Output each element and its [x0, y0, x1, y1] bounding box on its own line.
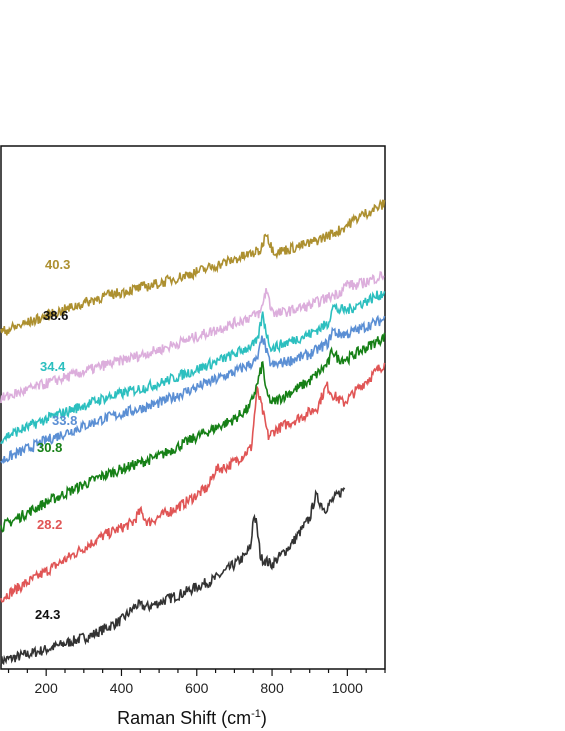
x-axis: 200 400 600 800 1000 [7, 669, 386, 696]
series-label-33-8: 33.8 [52, 413, 77, 428]
series-label-38-6: 38.6 [43, 308, 68, 323]
series-line-24-3 [0, 486, 346, 667]
series-line-40-3 [0, 198, 386, 336]
series-label-40-3: 40.3 [45, 257, 70, 272]
series-layer [0, 198, 386, 667]
series-line-38-6 [0, 271, 385, 404]
series-line-34-4 [0, 290, 386, 445]
series-label-34-4: 34.4 [40, 359, 66, 374]
x-tick-label: 1000 [332, 680, 363, 696]
plot-frame [0, 145, 386, 670]
x-tick-label: 600 [185, 680, 209, 696]
x-tick-label: 800 [260, 680, 284, 696]
x-axis-title-close: ) [261, 708, 267, 728]
x-tick-label: 400 [110, 680, 134, 696]
series-label-30-8: 30.8 [37, 440, 62, 455]
x-axis-title-sup: -1 [251, 708, 261, 720]
x-tick-label: 200 [34, 680, 58, 696]
series-label-24-3: 24.3 [35, 607, 60, 622]
series-line-28-2 [0, 362, 386, 603]
series-line-30-8 [0, 332, 386, 533]
x-axis-title-main: Raman Shift (cm [117, 708, 251, 728]
series-line-33-8 [0, 314, 386, 465]
x-axis-title: Raman Shift (cm-1) [117, 708, 267, 728]
series-label-28-2: 28.2 [37, 517, 62, 532]
series-label-layer: 24.3 28.2 30.8 33.8 34.4 38.6 40.3 [35, 257, 77, 622]
